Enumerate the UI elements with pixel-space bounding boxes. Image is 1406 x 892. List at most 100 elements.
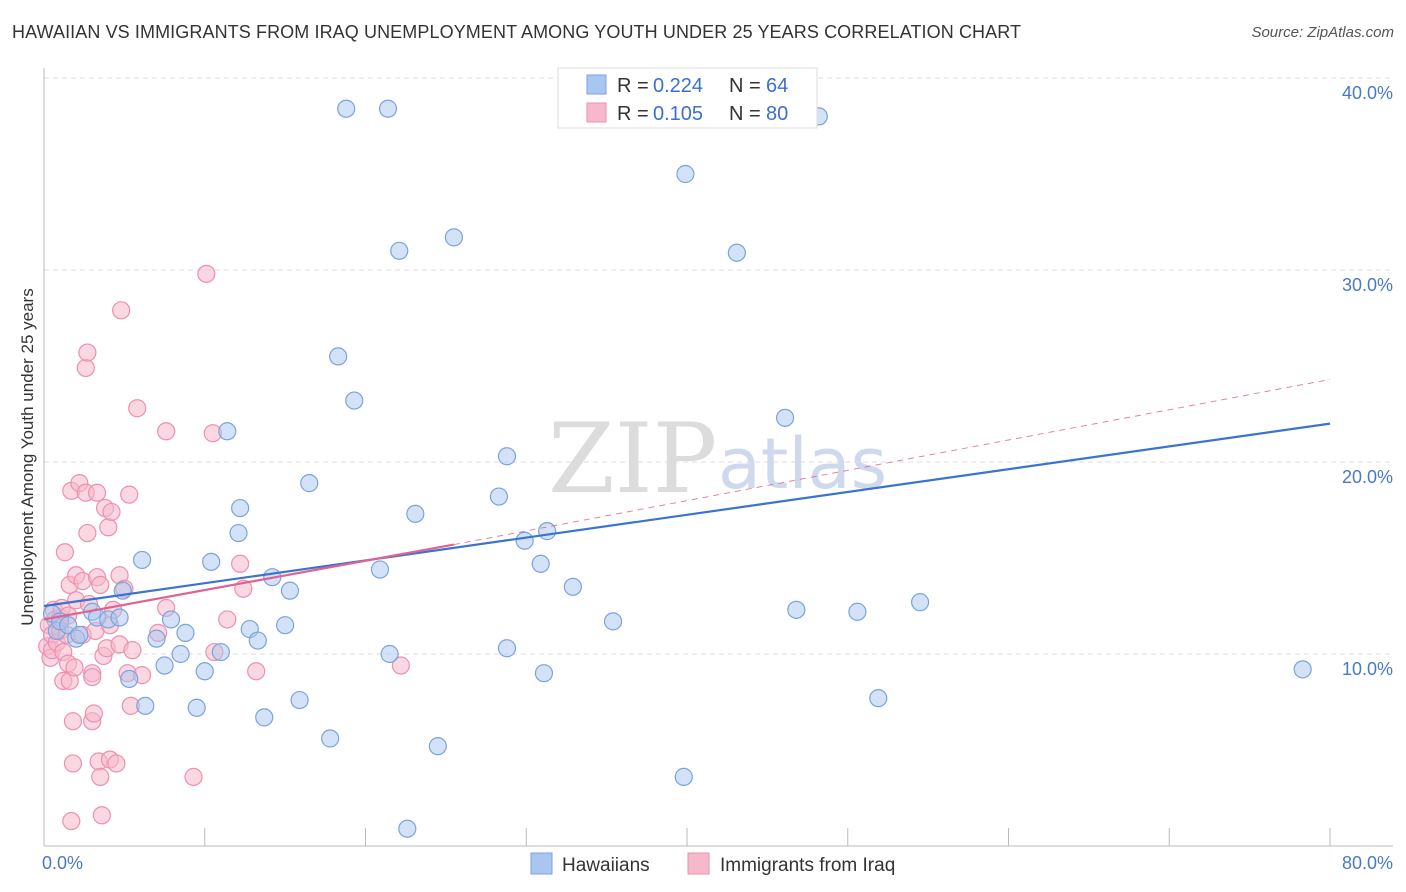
hawaiians-point: [345, 391, 364, 410]
iraq-point: [128, 399, 147, 418]
hawaiians-point: [161, 610, 181, 629]
iraq-point: [99, 518, 118, 537]
legend-r-value-1: 0.224: [653, 75, 703, 97]
hawaiians-point: [398, 819, 417, 838]
iraq-trend-line: [43, 543, 455, 621]
series-iraq-points: [38, 264, 410, 831]
iraq-point: [197, 264, 216, 283]
iraq-point: [78, 523, 97, 543]
y-tick-label: 10.0%: [1342, 659, 1393, 679]
hawaiians-point: [110, 608, 129, 627]
bottom-legend: Hawaiians Immigrants from Iraq: [530, 852, 895, 876]
legend-n-value-1: 64: [766, 75, 788, 97]
iraq-point: [92, 806, 111, 825]
source-label: Source: ZipAtlas.com: [1251, 24, 1394, 41]
hawaiians-point: [848, 602, 867, 621]
hawaiians-point: [321, 729, 340, 748]
bottom-legend-swatch-hawaiians: [530, 852, 553, 875]
hawaiians-point: [787, 600, 806, 619]
hawaiians-point: [390, 241, 409, 260]
hawaiians-point: [406, 504, 425, 523]
legend-swatch-iraq: [586, 102, 607, 123]
iraq-point: [247, 662, 266, 681]
hawaiians-point: [218, 422, 237, 441]
iraq-point: [55, 543, 74, 562]
hawaiians-point: [155, 656, 174, 675]
hawaiians-point: [869, 689, 888, 708]
hawaiians-point: [910, 593, 930, 612]
legend-r-label-2: R =: [617, 103, 649, 125]
hawaiians-point: [202, 552, 221, 571]
iraq-point: [231, 554, 250, 573]
hawaiians-point: [231, 498, 250, 518]
hawaiians-point: [300, 474, 319, 493]
hawaiians-point: [603, 612, 623, 631]
iraq-point: [120, 485, 139, 504]
hawaiians-point: [538, 522, 557, 541]
hawaiians-point: [489, 487, 509, 506]
legend-n-label-1: N =: [729, 75, 761, 97]
iraq-point: [112, 301, 131, 320]
hawaiians-point: [136, 696, 155, 715]
legend-n-value-2: 80: [766, 103, 788, 125]
hawaiians-point: [337, 99, 356, 118]
hawaiians-point: [176, 623, 195, 642]
hawaiians-point: [370, 560, 390, 579]
iraq-point: [102, 502, 121, 522]
iraq-point: [87, 483, 107, 502]
axes: [43, 68, 1393, 847]
hawaiians-point: [171, 644, 190, 664]
hawaiians-point: [290, 690, 309, 710]
hawaiians-point: [531, 554, 550, 573]
iraq-point: [107, 754, 126, 773]
y-axis-title: Unemployment Among Youth under 25 years: [18, 288, 37, 625]
legend-r-label-1: R =: [617, 75, 649, 97]
hawaiians-point: [727, 243, 746, 262]
hawaiians-point: [428, 737, 447, 756]
hawaiians-point: [187, 698, 206, 717]
hawaiians-point: [534, 664, 554, 683]
hawaiians-point: [378, 99, 398, 118]
y-tick-label: 20.0%: [1342, 467, 1393, 487]
x-tick-max: 80.0%: [1342, 853, 1393, 873]
hawaiians-point: [497, 447, 517, 466]
iraq-point: [157, 422, 176, 441]
hawaiians-point: [195, 662, 214, 681]
hawaiians-point: [563, 577, 582, 596]
iraq-point: [391, 656, 410, 675]
legend-n-label-2: N =: [729, 103, 761, 125]
hawaiians-point: [280, 581, 300, 600]
y-tick-label: 30.0%: [1342, 275, 1393, 295]
hawaiians-point: [676, 164, 695, 184]
iraq-point: [91, 767, 110, 786]
iraq-point: [65, 658, 84, 677]
iraq-point: [123, 641, 142, 660]
watermark-atlas: atlas: [718, 423, 887, 505]
iraq-point: [63, 754, 83, 773]
legend-r-value-2: 0.105: [653, 103, 703, 125]
watermark-zip: ZIP: [548, 403, 717, 515]
iraq-point: [78, 343, 97, 362]
iraq-point: [91, 575, 110, 594]
bottom-legend-hawaiians: Hawaiians: [562, 855, 650, 876]
series-hawaiians-points: [42, 99, 1312, 838]
hawaiians-point: [444, 228, 464, 247]
hawaiians-point: [211, 642, 230, 662]
hawaiians-point: [70, 625, 89, 644]
iraq-point: [83, 667, 102, 687]
y-tick-label: 40.0%: [1342, 83, 1393, 103]
legend-swatch-hawaiians: [586, 74, 607, 95]
trend-lines: [43, 378, 1331, 621]
x-tick-min: 0.0%: [42, 853, 83, 873]
hawaiians-point: [276, 616, 295, 635]
hawaiians-point: [497, 639, 517, 658]
correlation-legend: R = 0.224 N = 64 R = 0.105 N = 80: [557, 67, 818, 129]
chart-title: HAWAIIAN VS IMMIGRANTS FROM IRAQ UNEMPLO…: [12, 22, 1022, 42]
hawaiians-point: [1293, 660, 1312, 679]
hawaiians-point: [380, 644, 399, 664]
hawaiians-point: [674, 767, 693, 786]
bottom-legend-iraq: Immigrants from Iraq: [720, 855, 895, 876]
hawaiians-point: [255, 708, 274, 727]
iraq-trend-extension: [453, 378, 1331, 546]
